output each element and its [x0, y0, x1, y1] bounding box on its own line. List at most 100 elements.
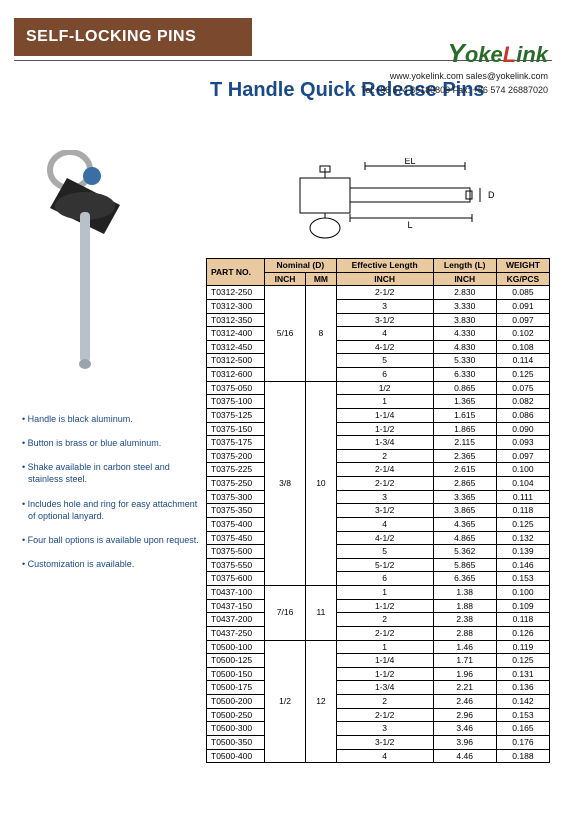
cell-el: 5 [336, 354, 433, 368]
cell-el: 4 [336, 327, 433, 341]
cell-w: 0.125 [496, 368, 549, 382]
cell-partno: T0375-300 [207, 490, 265, 504]
cell-el: 1-1/2 [336, 667, 433, 681]
cell-partno: T0375-200 [207, 449, 265, 463]
cell-el: 1-3/4 [336, 436, 433, 450]
cell-partno: T0375-225 [207, 463, 265, 477]
cell-l: 3.365 [433, 490, 496, 504]
cell-l: 4.330 [433, 327, 496, 341]
cell-partno: T0500-300 [207, 722, 265, 736]
cell-partno: T0437-150 [207, 599, 265, 613]
cell-l: 2.88 [433, 626, 496, 640]
cell-partno: T0375-350 [207, 504, 265, 518]
feature-item: Customization is available. [22, 558, 202, 570]
spec-table-wrap: PART NO. Nominal (D) Effective Length Le… [206, 258, 550, 763]
table-row: T0312-50055.3300.114 [207, 354, 550, 368]
cell-l: 5.865 [433, 558, 496, 572]
table-row: T0312-30033.3300.091 [207, 299, 550, 313]
cell-el: 1-1/4 [336, 408, 433, 422]
cell-partno: T0375-175 [207, 436, 265, 450]
cell-el: 3-1/2 [336, 313, 433, 327]
table-header: PART NO. Nominal (D) Effective Length Le… [207, 259, 550, 286]
table-row: T0375-1751-3/42.1150.093 [207, 436, 550, 450]
cell-l: 2.96 [433, 708, 496, 722]
diagram-label-el: EL [404, 158, 415, 166]
th-inch2: INCH [336, 272, 433, 286]
cell-l: 4.830 [433, 340, 496, 354]
cell-el: 1 [336, 395, 433, 409]
cell-w: 0.097 [496, 313, 549, 327]
cell-w: 0.082 [496, 395, 549, 409]
cell-w: 0.146 [496, 558, 549, 572]
th-nominal: Nominal (D) [265, 259, 337, 273]
cell-el: 4 [336, 517, 433, 531]
cell-w: 0.100 [496, 463, 549, 477]
feature-list: Handle is black aluminum. Button is bras… [22, 413, 202, 582]
cell-el: 5-1/2 [336, 558, 433, 572]
cell-l: 6.365 [433, 572, 496, 586]
cell-l: 2.21 [433, 681, 496, 695]
cell-l: 2.830 [433, 286, 496, 300]
table-row: T0375-4504-1/24.8650.132 [207, 531, 550, 545]
cell-el: 6 [336, 368, 433, 382]
cell-el: 2-1/4 [336, 463, 433, 477]
th-kg: KG/PCS [496, 272, 549, 286]
cell-el: 4 [336, 749, 433, 763]
th-partno: PART NO. [207, 259, 265, 286]
table-row: T0312-3503-1/23.8300.097 [207, 313, 550, 327]
cell-partno: T0312-500 [207, 354, 265, 368]
cell-partno: T0500-350 [207, 735, 265, 749]
cell-partno: T0500-400 [207, 749, 265, 763]
cell-w: 0.131 [496, 667, 549, 681]
category-header: SELF-LOCKING PINS [14, 18, 252, 56]
cell-l: 4.46 [433, 749, 496, 763]
table-row: T0375-40044.3650.125 [207, 517, 550, 531]
cell-l: 1.71 [433, 654, 496, 668]
cell-el: 2-1/2 [336, 708, 433, 722]
feature-item: Shake available in carbon steel and stai… [22, 461, 202, 485]
cell-l: 0.865 [433, 381, 496, 395]
cell-l: 2.615 [433, 463, 496, 477]
cell-w: 0.188 [496, 749, 549, 763]
cell-l: 5.330 [433, 354, 496, 368]
brand-logo: YokeLink [361, 38, 548, 69]
cell-el: 2 [336, 613, 433, 627]
table-row: T0375-50055.3620.139 [207, 545, 550, 559]
category-title: SELF-LOCKING PINS [26, 28, 196, 45]
cell-nominal-inch: 5/16 [265, 286, 306, 381]
spec-table: PART NO. Nominal (D) Effective Length Le… [206, 258, 550, 763]
cell-w: 0.109 [496, 599, 549, 613]
cell-l: 1.38 [433, 586, 496, 600]
th-mm: MM [306, 272, 337, 286]
brand-block: YokeLink www.yokelink.com sales@yokelink… [361, 38, 548, 96]
cell-partno: T0500-200 [207, 695, 265, 709]
table-row: T0375-1251-1/41.6150.086 [207, 408, 550, 422]
cell-l: 4.365 [433, 517, 496, 531]
cell-l: 1.88 [433, 599, 496, 613]
feature-item: Includes hole and ring for easy attachme… [22, 498, 202, 522]
cell-partno: T0375-100 [207, 395, 265, 409]
table-row: T0312-4504-1/24.8300.108 [207, 340, 550, 354]
cell-l: 3.865 [433, 504, 496, 518]
cell-partno: T0312-300 [207, 299, 265, 313]
cell-l: 3.96 [433, 735, 496, 749]
cell-el: 2-1/2 [336, 286, 433, 300]
diagram-label-l: L [407, 220, 412, 230]
cell-partno: T0500-100 [207, 640, 265, 654]
cell-l: 2.865 [433, 477, 496, 491]
cell-w: 0.176 [496, 735, 549, 749]
table-row: T0500-20022.460.142 [207, 695, 550, 709]
th-eff: Effective Length [336, 259, 433, 273]
table-row: T0375-60066.3650.153 [207, 572, 550, 586]
cell-el: 3 [336, 490, 433, 504]
table-row: T0500-2502-1/22.960.153 [207, 708, 550, 722]
cell-l: 3.46 [433, 722, 496, 736]
cell-w: 0.153 [496, 708, 549, 722]
table-row: T0312-60066.3300.125 [207, 368, 550, 382]
cell-l: 3.830 [433, 313, 496, 327]
table-row: T0312-40044.3300.102 [207, 327, 550, 341]
contact-line1: www.yokelink.com sales@yokelink.com [361, 71, 548, 83]
cell-l: 4.865 [433, 531, 496, 545]
cell-partno: T0375-550 [207, 558, 265, 572]
cell-partno: T0437-100 [207, 586, 265, 600]
